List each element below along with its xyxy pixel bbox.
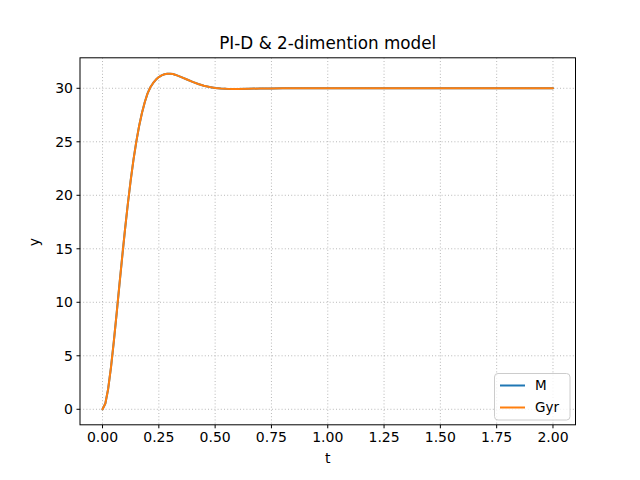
tick-label-x: 0.50 (200, 429, 231, 445)
tick-label-x: 0.75 (256, 429, 287, 445)
gridlines (80, 58, 576, 425)
tick-label-x: 2.00 (537, 429, 568, 445)
tick-label-y: 15 (55, 241, 73, 257)
y-axis-label: y (26, 238, 42, 246)
plot-title: PI-D & 2-dimention model (219, 33, 436, 53)
tick-label-y: 30 (55, 80, 73, 96)
tick-label-x: 0.00 (87, 429, 118, 445)
tick-label-y: 5 (64, 348, 73, 364)
axis-ticks: 0.00 0.25 0.50 0.75 1.00 1.25 1.50 1.75 2.00 0 5 10… (55, 80, 568, 445)
x-axis-label: t (325, 450, 331, 466)
tick-label-x: 1.50 (425, 429, 456, 445)
chart-canvas: 0.00 0.25 0.50 0.75 1.00 1.25 1.50 1.75 2.00 0 5 10… (0, 0, 640, 480)
tick-label-x: 1.75 (481, 429, 512, 445)
figure: 0.00 0.25 0.50 0.75 1.00 1.25 1.50 1.75 2.00 0 5 10… (0, 0, 640, 480)
tick-label-y: 10 (55, 294, 73, 310)
legend-label-Gyr: Gyr (535, 399, 559, 415)
tick-label-y: 0 (64, 401, 73, 417)
tick-label-x: 1.25 (368, 429, 399, 445)
tick-label-x: 0.25 (143, 429, 174, 445)
tick-label-y: 25 (55, 134, 73, 150)
legend[interactable]: M Gyr (495, 374, 571, 421)
tick-label-y: 20 (55, 187, 73, 203)
tick-label-x: 1.00 (312, 429, 343, 445)
legend-label-M: M (535, 377, 547, 393)
